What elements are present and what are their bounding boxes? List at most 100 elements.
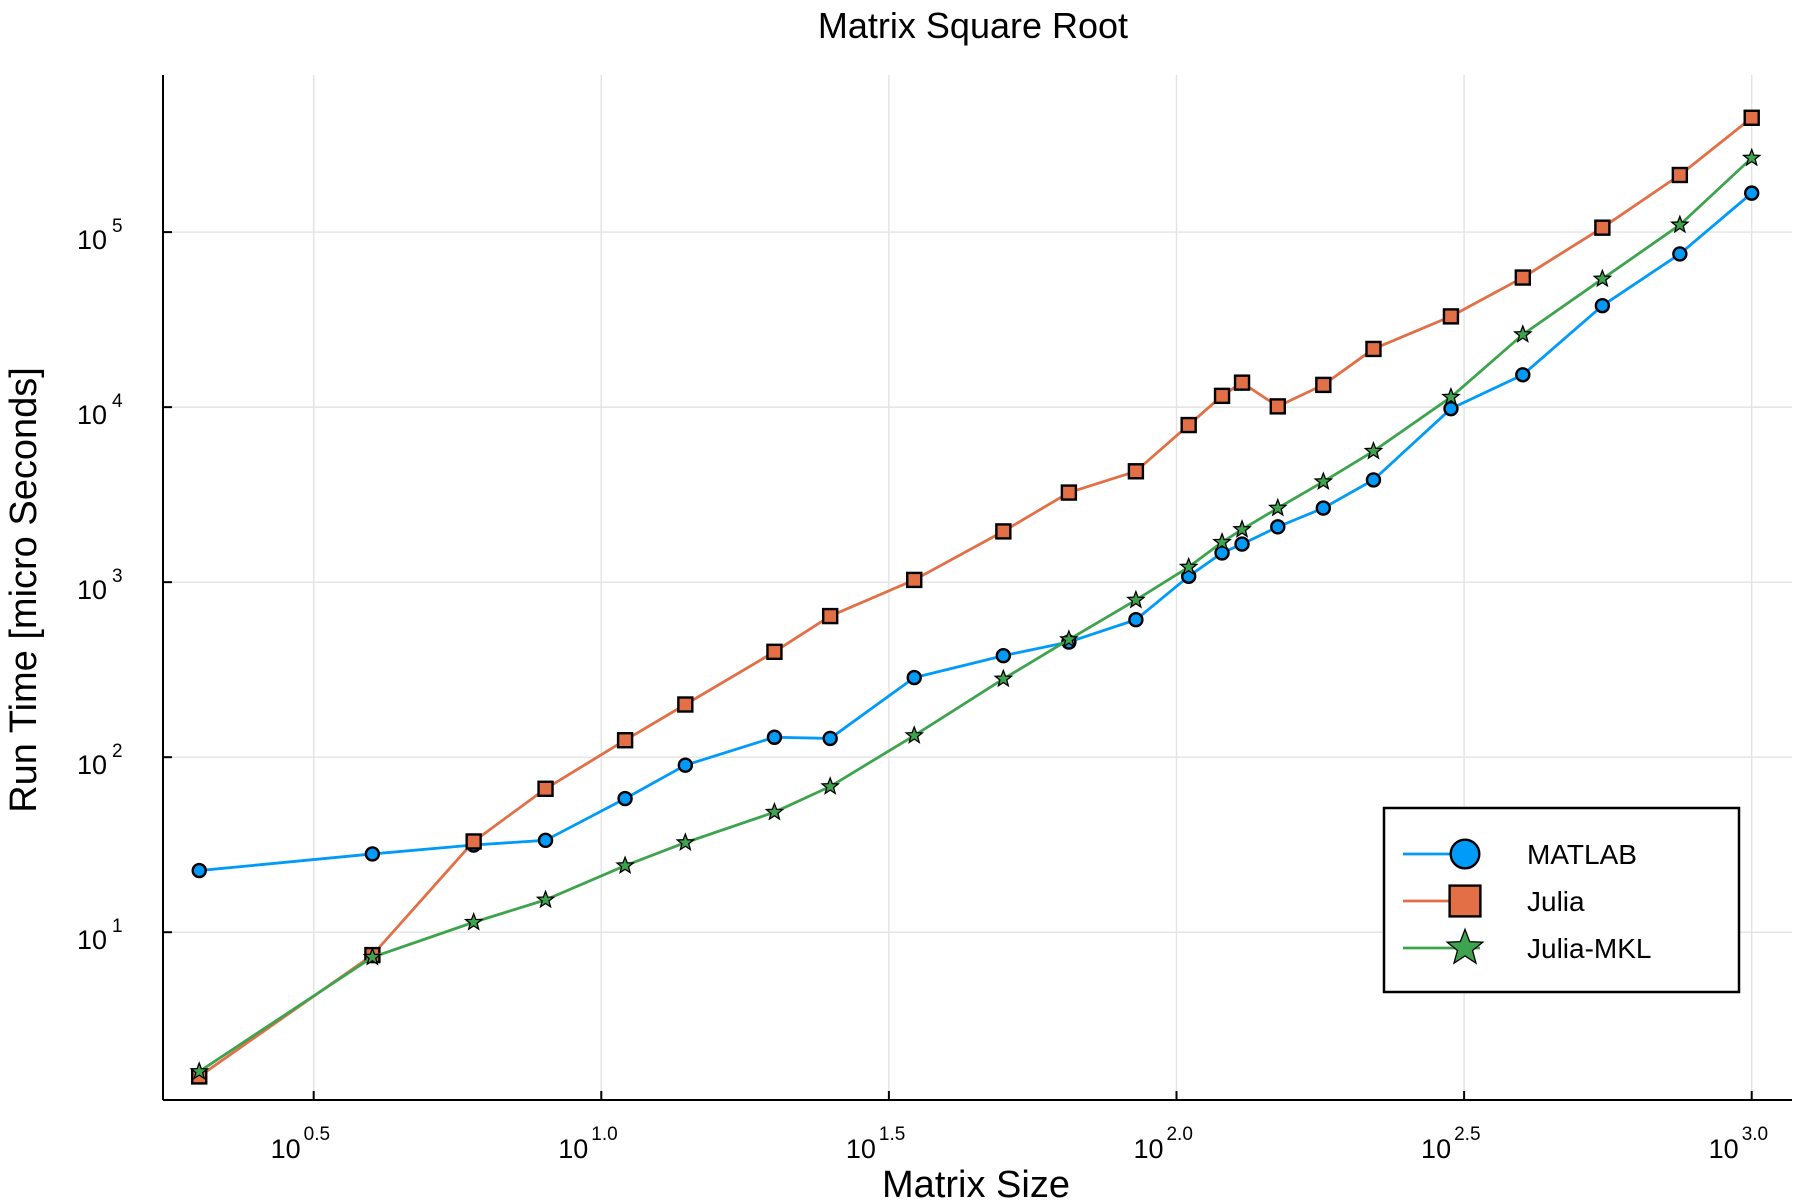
data-point-julia xyxy=(1127,463,1145,480)
data-point-julia-mkl xyxy=(993,668,1014,688)
data-point-julia xyxy=(906,571,923,589)
data-point-julia xyxy=(1315,376,1332,394)
data-point-julia-mkl xyxy=(1178,556,1199,576)
x-tick-label-base: 10 xyxy=(271,1134,301,1164)
data-point-matlab xyxy=(906,669,922,686)
data-point-matlab xyxy=(1365,472,1382,488)
x-tick-label-exponent: 2.0 xyxy=(1166,1124,1192,1145)
data-point-julia xyxy=(1594,219,1611,236)
data-point-julia xyxy=(821,607,839,625)
data-point-matlab xyxy=(1594,297,1611,314)
data-point-matlab xyxy=(1315,500,1332,516)
legend-label-julia: Julia xyxy=(1527,886,1585,917)
data-point-julia-mkl xyxy=(904,725,925,744)
data-point-matlab xyxy=(1128,612,1144,628)
data-point-julia-mkl xyxy=(1363,440,1384,460)
data-point-matlab xyxy=(822,730,838,747)
legend: MATLAB Julia Julia-MKL xyxy=(1382,806,1741,994)
legend-item-julia: Julia xyxy=(1403,884,1585,918)
y-tick-label-exponent: 1 xyxy=(112,916,123,937)
data-point-julia-mkl xyxy=(1212,531,1232,551)
data-point-julia-mkl xyxy=(463,911,484,931)
y-tick-label-base: 10 xyxy=(77,400,107,430)
data-point-julia-mkl xyxy=(535,889,556,909)
data-point-matlab xyxy=(1672,246,1688,262)
x-tick-label-exponent: 1.5 xyxy=(879,1124,905,1145)
data-point-matlab xyxy=(1234,536,1250,552)
legend-marker-julia xyxy=(1448,884,1482,918)
y-tick-label-exponent: 3 xyxy=(112,566,123,587)
legend-item-matlab: MATLAB xyxy=(1403,838,1637,870)
data-point-matlab xyxy=(677,757,694,773)
x-tick-label-base: 10 xyxy=(1709,1134,1739,1164)
data-point-julia xyxy=(1365,340,1382,358)
grid xyxy=(163,75,1792,1100)
data-point-julia xyxy=(1233,374,1251,391)
legend-items: MATLAB Julia Julia-MKL xyxy=(1403,838,1651,965)
data-point-julia xyxy=(1180,416,1197,434)
data-point-julia-mkl xyxy=(1059,629,1079,648)
data-point-julia-mkl xyxy=(1232,519,1252,538)
series-line-matlab xyxy=(199,192,1753,872)
data-point-julia xyxy=(465,833,482,850)
series-matlab xyxy=(191,185,1760,879)
series-julia xyxy=(191,109,1760,1085)
chart-title: Matrix Square Root xyxy=(818,5,1128,46)
data-point-julia xyxy=(995,523,1012,540)
data-point-julia-mkl xyxy=(1741,147,1762,167)
data-point-julia xyxy=(537,780,554,797)
data-point-matlab xyxy=(364,846,381,862)
legend-marker-julia-mkl xyxy=(1445,927,1485,965)
data-point-julia-mkl xyxy=(1592,268,1613,288)
axes xyxy=(162,75,1792,1101)
data-point-julia xyxy=(1514,269,1532,286)
y-tick-label-base: 10 xyxy=(77,925,107,955)
x-tick-label-base: 10 xyxy=(558,1134,588,1164)
x-tick-label-exponent: 1.0 xyxy=(591,1124,617,1145)
x-tick-label-exponent: 0.5 xyxy=(304,1124,330,1145)
data-point-julia-mkl xyxy=(362,946,383,966)
x-tick-label-exponent: 2.5 xyxy=(1454,1124,1480,1145)
y-tick-label-base: 10 xyxy=(77,575,107,605)
data-point-julia xyxy=(1671,166,1689,184)
data-point-julia-mkl xyxy=(1267,497,1288,517)
data-point-matlab xyxy=(191,862,207,879)
data-point-julia xyxy=(1060,484,1078,501)
series-julia-mkl xyxy=(189,147,1762,1080)
data-point-matlab xyxy=(537,832,554,849)
data-point-julia xyxy=(1213,387,1231,405)
data-point-matlab xyxy=(1270,519,1286,535)
data-point-matlab xyxy=(617,790,633,807)
legend-label-julia-mkl: Julia-MKL xyxy=(1527,933,1651,964)
legend-item-julia-mkl: Julia-MKL xyxy=(1403,927,1651,965)
x-tick-label-exponent: 3.0 xyxy=(1742,1124,1768,1145)
y-tick-label-exponent: 4 xyxy=(112,391,123,412)
x-tick-label-base: 10 xyxy=(1421,1134,1451,1164)
x-axis-label: Matrix Size xyxy=(882,1164,1070,1200)
data-point-matlab xyxy=(1515,367,1531,383)
data-point-julia-mkl xyxy=(189,1061,210,1080)
series-layer xyxy=(189,109,1762,1085)
y-tick-label-base: 10 xyxy=(77,750,107,780)
data-point-julia-mkl xyxy=(764,801,785,821)
y-axis-label: Run Time [micro Seconds] xyxy=(3,367,45,813)
data-point-julia-mkl xyxy=(1441,386,1461,406)
y-tick-label-base: 10 xyxy=(77,225,107,255)
data-point-julia-mkl xyxy=(675,832,696,851)
data-point-julia xyxy=(677,696,694,713)
data-point-julia xyxy=(616,732,634,749)
data-point-julia xyxy=(1442,308,1460,325)
data-point-julia-mkl xyxy=(820,776,841,795)
data-point-julia-mkl xyxy=(1512,324,1533,343)
data-point-julia-mkl xyxy=(1313,471,1334,491)
data-point-julia xyxy=(1269,398,1286,415)
x-tick-label-base: 10 xyxy=(846,1134,876,1164)
legend-marker-matlab xyxy=(1449,838,1481,870)
data-point-matlab xyxy=(1744,185,1760,201)
data-point-julia xyxy=(766,643,783,661)
ticks: 10 0.5 10 1.0 10 1.5 10 2.0 10 2.5 10 3.010 110 210 31… xyxy=(77,216,1768,1164)
x-tick-label-base: 10 xyxy=(1133,1134,1163,1164)
data-point-julia xyxy=(1743,109,1760,126)
data-point-matlab xyxy=(1443,400,1459,417)
data-point-julia-mkl xyxy=(1126,589,1146,609)
